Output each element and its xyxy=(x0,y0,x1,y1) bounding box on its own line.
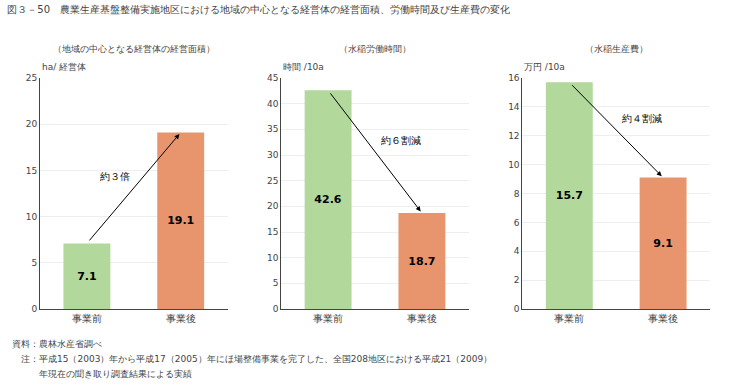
svg-text:35: 35 xyxy=(267,124,278,134)
svg-text:14: 14 xyxy=(508,102,520,112)
svg-text:0: 0 xyxy=(273,304,279,314)
svg-text:16: 16 xyxy=(508,73,520,83)
svg-text:図３－50 農業生産基盤整備実施地区における地域の中心となる: 図３－50 農業生産基盤整備実施地区における地域の中心となる経営体の経営面積、労… xyxy=(7,4,510,15)
svg-text:15.7: 15.7 xyxy=(556,189,583,202)
svg-text:時間 /10a: 時間 /10a xyxy=(283,62,324,72)
svg-text:（水稲労働時間）: （水稲労働時間） xyxy=(339,44,411,54)
svg-text:10: 10 xyxy=(508,160,520,170)
svg-text:（水稲生産費）: （水稲生産費） xyxy=(585,44,648,54)
svg-text:12: 12 xyxy=(508,131,519,141)
svg-text:9.1: 9.1 xyxy=(653,237,673,250)
svg-text:事業前: 事業前 xyxy=(72,313,102,324)
svg-text:資料：農林水産省調べ: 資料：農林水産省調べ xyxy=(12,339,102,349)
svg-text:20: 20 xyxy=(26,119,38,129)
svg-text:30: 30 xyxy=(267,150,279,160)
svg-text:15: 15 xyxy=(267,227,278,237)
svg-text:事業前: 事業前 xyxy=(313,313,343,324)
svg-text:10: 10 xyxy=(267,253,279,263)
svg-text:42.6: 42.6 xyxy=(314,193,341,206)
svg-text:40: 40 xyxy=(267,99,279,109)
svg-text:万円 /10a: 万円 /10a xyxy=(524,62,565,72)
svg-text:事業後: 事業後 xyxy=(648,313,678,324)
svg-text:25: 25 xyxy=(26,73,37,83)
svg-text:ha/ 経営体: ha/ 経営体 xyxy=(42,62,86,72)
svg-text:18.7: 18.7 xyxy=(408,255,435,268)
svg-text:約３倍: 約３倍 xyxy=(100,171,130,182)
svg-text:事業後: 事業後 xyxy=(407,313,437,324)
svg-text:2: 2 xyxy=(514,275,520,285)
svg-text:8: 8 xyxy=(514,189,520,199)
svg-text:4: 4 xyxy=(514,246,520,256)
svg-text:15: 15 xyxy=(26,166,37,176)
svg-text:0: 0 xyxy=(514,304,520,314)
svg-text:注：平成15（2003）年から平成17（2005）年にほ場整: 注：平成15（2003）年から平成17（2005）年にほ場整備事業を完了した、全… xyxy=(12,354,492,364)
svg-text:7.1: 7.1 xyxy=(77,270,97,283)
svg-text:5: 5 xyxy=(273,278,279,288)
svg-text:25: 25 xyxy=(267,176,278,186)
svg-text:0: 0 xyxy=(31,304,37,314)
svg-text:6: 6 xyxy=(514,218,520,228)
svg-text:事業前: 事業前 xyxy=(554,313,584,324)
svg-text:事業後: 事業後 xyxy=(166,313,196,324)
svg-text:約４割減: 約４割減 xyxy=(622,113,662,124)
svg-text:20: 20 xyxy=(267,201,279,211)
svg-text:10: 10 xyxy=(26,212,38,222)
svg-text:5: 5 xyxy=(31,258,37,268)
svg-text:（地域の中心となる経営体の経営面積）: （地域の中心となる経営体の経営面積） xyxy=(53,44,215,54)
svg-text:約６割減: 約６割減 xyxy=(381,135,421,146)
svg-text:19.1: 19.1 xyxy=(167,214,194,227)
svg-text:45: 45 xyxy=(267,73,278,83)
svg-text:年現在の聞き取り調査結果による実績: 年現在の聞き取り調査結果による実績 xyxy=(12,369,192,379)
